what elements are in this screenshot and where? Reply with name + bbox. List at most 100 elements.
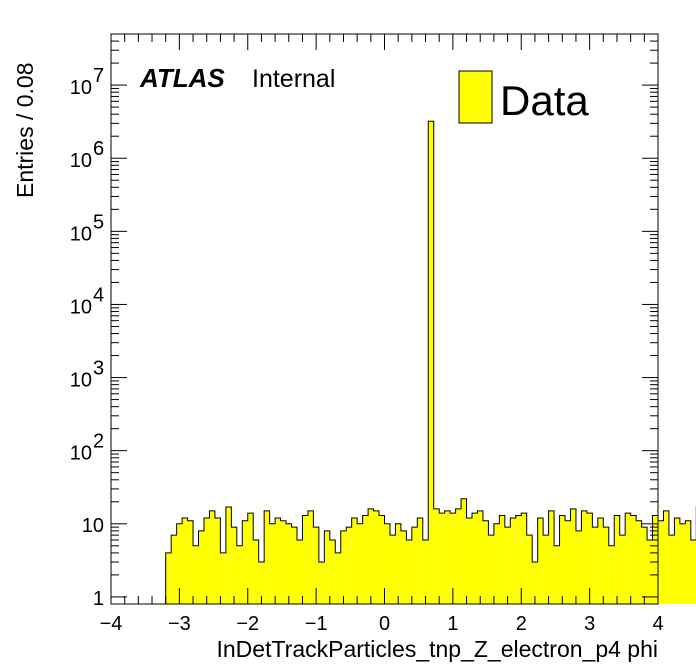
histogram-bar [608,545,615,604]
histogram-bar [406,540,412,604]
histogram-bar [193,545,199,604]
x-tick-label: −2 [236,613,259,635]
histogram-bar [630,515,637,604]
histogram-bar [493,523,500,604]
y-tick-label: 10 [70,77,92,99]
histogram-bar [296,540,303,604]
histogram-bar [444,510,451,604]
y-tick-label: 10 [70,223,92,245]
histogram-bar [165,552,172,604]
histogram-bar [439,513,445,604]
x-tick-label: −1 [305,613,328,635]
y-tick-label: 10 [82,515,104,537]
histogram-bar [307,510,314,604]
histogram-bar [269,523,276,604]
histogram-bar [472,513,478,604]
histogram-bar [586,513,593,604]
histogram-bar [417,518,423,604]
histogram-bar [346,527,352,604]
histogram-bar [636,520,642,604]
x-tick-label: 1 [447,613,458,635]
histogram-bar [548,510,555,604]
histogram-bar [570,508,576,604]
histogram-bar [450,513,456,604]
histogram-bar [559,515,566,604]
histogram-bar [554,545,560,604]
histogram-bar [679,523,686,604]
histogram-bar [395,523,401,604]
histogram-bar [302,515,308,604]
x-axis-label: InDetTrackParticles_tnp_Z_electron_p4 ph… [217,636,659,662]
histogram-bar [368,508,374,604]
histogram-bar [658,520,664,604]
y-tick-exponent: 3 [93,358,104,380]
x-tick-label: 4 [652,613,663,635]
histogram-bar [236,545,243,604]
y-tick-exponent: 5 [93,211,104,233]
histogram-bar [253,540,259,604]
y-tick-label: 10 [70,443,92,465]
y-tick-label: 10 [70,296,92,318]
y-tick-label: 1 [93,588,104,610]
histogram-bar [242,520,248,604]
histogram-bar [220,552,226,604]
x-tick-label: 3 [584,613,595,635]
histogram-bar [225,506,232,604]
histogram-bar [411,527,418,604]
histogram-bar [543,535,549,604]
histogram-bar [526,535,533,604]
atlas-label: ATLAS [139,63,225,93]
histogram-bar [663,510,669,604]
histogram-bar [247,513,254,604]
y-tick-exponent: 6 [93,138,104,160]
y-tick-label: 10 [70,370,92,392]
histogram-bar [647,540,653,604]
histogram-bar [329,540,336,604]
histogram-bar [384,523,390,604]
x-tick-label: 2 [516,613,527,635]
histogram-bar [461,498,467,604]
histogram-bar [198,530,204,604]
histogram-bar [521,513,527,604]
histogram-bar [373,510,380,604]
histogram-bar [203,518,210,604]
histogram-bar [400,530,407,604]
histogram-bar [313,527,319,604]
histogram-bar [477,510,483,604]
histogram-bar [619,535,626,604]
histogram-bar [614,515,620,604]
histogram-bar [362,515,369,604]
histogram-bar [690,540,696,604]
legend: Data [458,70,589,124]
histogram-bar [209,510,215,604]
histogram-bar [433,508,440,604]
histogram-bar [340,530,347,604]
histogram-bar [488,535,494,604]
histogram-bar [674,518,680,604]
histogram-bar [603,527,609,604]
histogram-bar [592,527,598,604]
histogram-bar [652,515,658,604]
histogram-bar [581,510,587,604]
histogram-bar [176,523,183,604]
histogram-bar [597,518,604,604]
histogram-bar [291,527,297,604]
histogram-bar [258,562,265,604]
histogram-bars [165,120,696,604]
y-tick-label: 10 [70,150,92,172]
histogram-bar [286,523,292,604]
legend-label: Data [500,77,589,124]
histogram-bar [264,510,270,604]
histogram-bar [280,520,287,604]
histogram-bar [466,518,473,604]
histogram-bar [455,508,462,604]
histogram-bar [389,535,396,604]
x-tick-label: −4 [100,613,123,635]
x-tick-label: 0 [379,613,390,635]
internal-label: Internal [252,65,335,93]
histogram-bar [275,518,281,604]
histogram-outline [165,120,696,604]
histogram-bar [685,520,691,604]
